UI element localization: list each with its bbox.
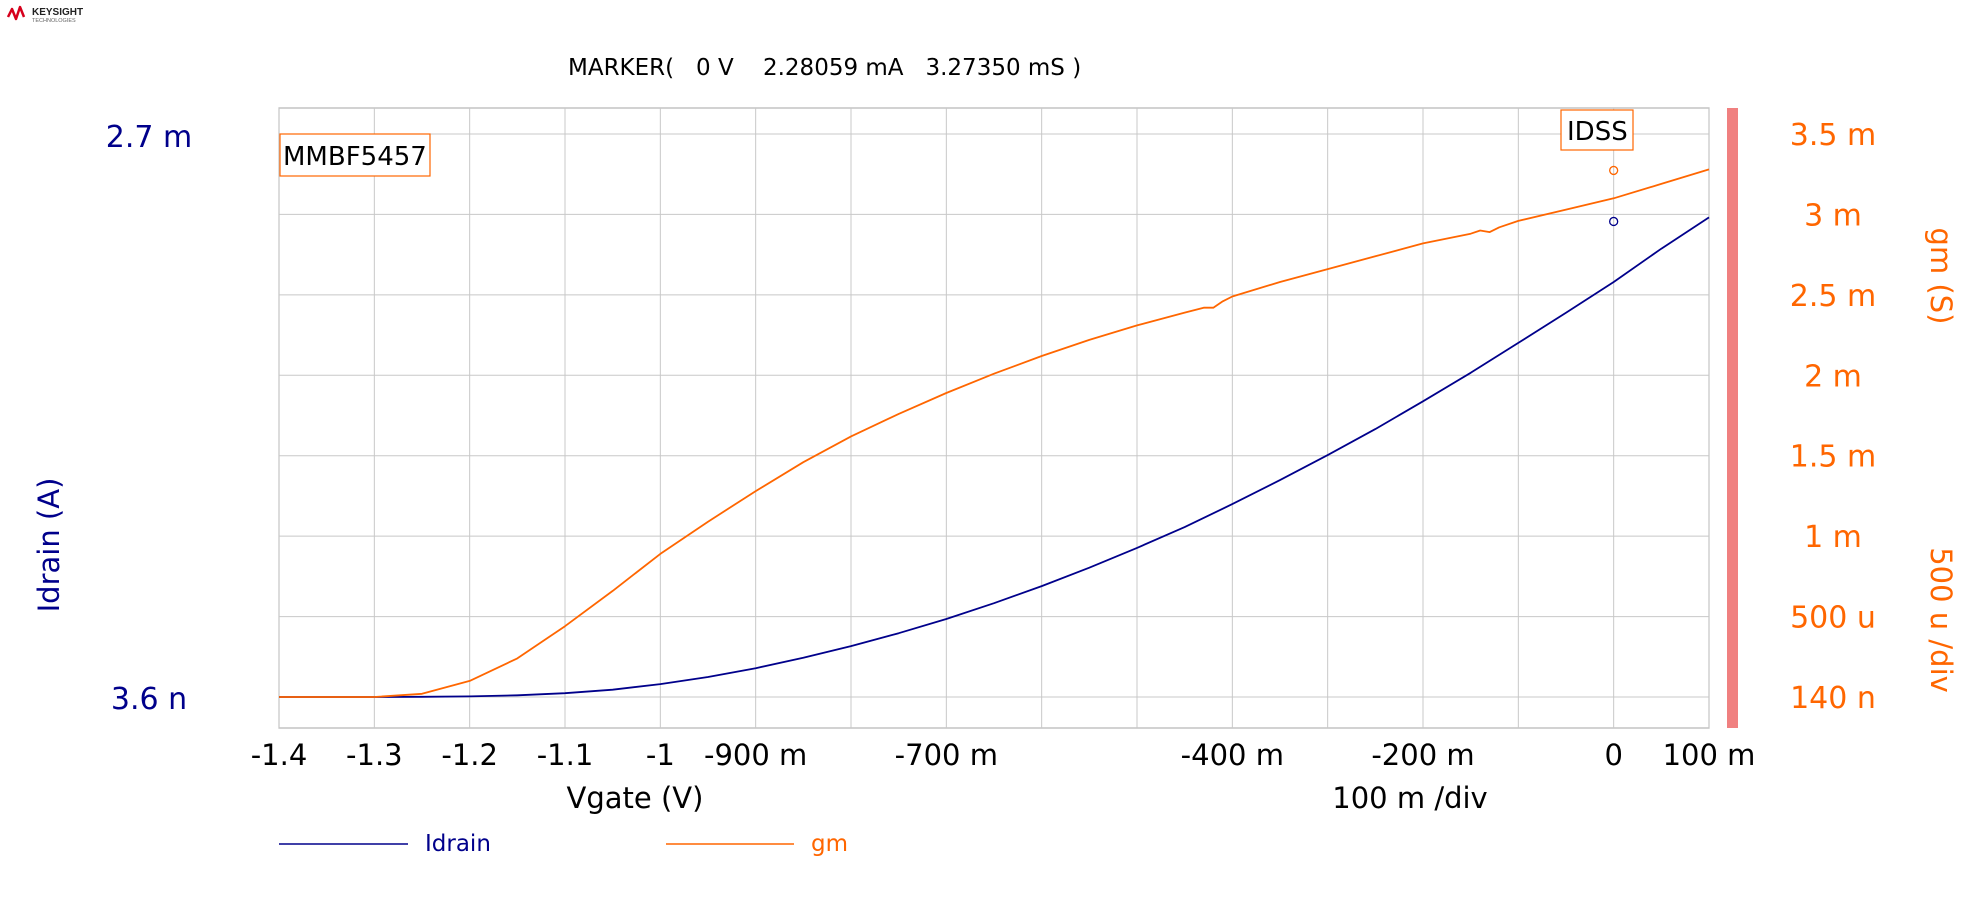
x-tick-label: -400 m [1181,738,1284,772]
x-div-label: 100 m /div [1332,781,1487,815]
legend: Idrain gm [279,831,848,857]
series-line-idrain [279,216,1710,698]
right-y-tick-label: 1 m [1804,520,1862,555]
left-y-axis-title: Idrain (A) [32,478,66,613]
x-tick-label: 0 [1604,738,1622,772]
right-y-tick-label: 500 u [1790,601,1876,636]
logo-sub: TECHNOLOGIES [32,18,76,24]
x-tick-label: -1.4 [251,738,308,772]
right-y-tick-label: 3 m [1804,198,1862,233]
x-tick-label: -1.1 [537,738,594,772]
idss-label-box: IDSS [1560,109,1634,151]
left-y-top-label: 2.7 m [106,120,192,155]
x-tick-label: -700 m [895,738,998,772]
logo-brand: KEYSIGHT [32,7,83,18]
legend-idrain-label: Idrain [425,831,491,857]
right-y-div-label: 500 u /div [1924,547,1958,693]
right-y-tick-label: 140 n [1790,681,1876,716]
idss-label-frame [1560,109,1634,151]
right-y-tick-label: 2 m [1804,359,1862,394]
x-tick-label: -1.3 [346,738,403,772]
x-tick-labels: -1.4 -1.3 -1.2 -1.1 -1 -900 m -700 m -400 m -200… [251,738,1756,772]
legend-gm-label: gm [811,831,848,857]
marker-point-idrain[interactable] [1609,216,1619,227]
series-layer [279,165,1710,698]
right-axis-bar[interactable] [1727,108,1738,728]
right-y-tick-labels: 3.5 m 3 m 2.5 m 2 m 1.5 m 1 m 500 u 140 n [1790,118,1876,716]
device-label: MMBF5457 [283,142,427,172]
logo-wave-icon [6,5,26,21]
right-y-axis-title: gm (S) [1924,228,1958,325]
x-tick-label: -1.2 [441,738,498,772]
right-y-tick-label: 3.5 m [1790,118,1876,153]
device-label-frame [279,133,431,177]
marker-point-gm[interactable] [1609,165,1619,176]
grid [278,108,1710,728]
x-tick-label: -900 m [704,738,807,772]
x-tick-label: -1 [646,738,675,772]
series-line-gm [279,168,1710,698]
x-tick-label: -200 m [1371,738,1474,772]
x-axis-title: Vgate (V) [567,781,704,815]
device-label-box: MMBF5457 [279,133,431,177]
left-y-bottom-label: 3.6 n [111,682,187,717]
marker-readout: MARKER( 0 V 2.28059 mA 3.27350 mS ) [568,55,1081,81]
right-y-tick-label: 1.5 m [1790,440,1876,475]
keysight-logo: KEYSIGHT TECHNOLOGIES [6,5,83,24]
x-tick-label: 100 m [1663,738,1756,772]
idss-label: IDSS [1567,117,1628,147]
right-y-tick-label: 2.5 m [1790,279,1876,314]
plot-frame [278,107,1710,729]
